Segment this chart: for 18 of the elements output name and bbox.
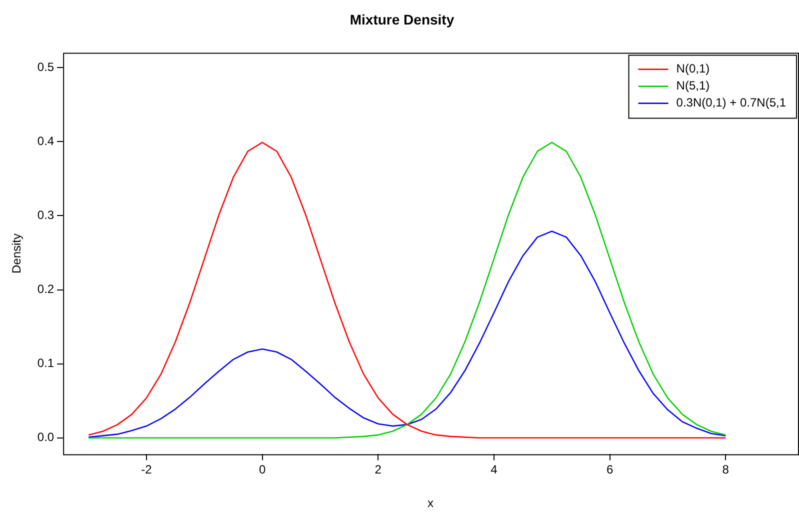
y-tick-label: 0.4: [37, 134, 54, 148]
x-tick-label: 4: [490, 462, 498, 477]
legend-label: 0.3N(0,1) + 0.7N(5,1: [676, 96, 786, 110]
x-tick-label: 2: [374, 462, 382, 477]
x-tick-label: -2: [141, 462, 152, 477]
y-tick-label: 0.5: [37, 60, 54, 74]
y-tick-label: 0.0: [37, 430, 54, 444]
x-tick-label: 6: [606, 462, 614, 477]
y-axis-title: Density: [10, 233, 24, 274]
x-tick-label: 0: [258, 462, 266, 477]
y-tick-label: 0.2: [37, 282, 54, 296]
chart-title: Mixture Density: [350, 11, 454, 28]
y-tick-label: 0.1: [37, 356, 54, 370]
legend-label: N(0,1): [676, 62, 710, 76]
y-tick-label: 0.3: [37, 208, 54, 222]
legend-label: N(5,1): [676, 78, 710, 93]
x-tick-label: 8: [722, 462, 730, 477]
x-axis-title: x: [428, 496, 434, 510]
